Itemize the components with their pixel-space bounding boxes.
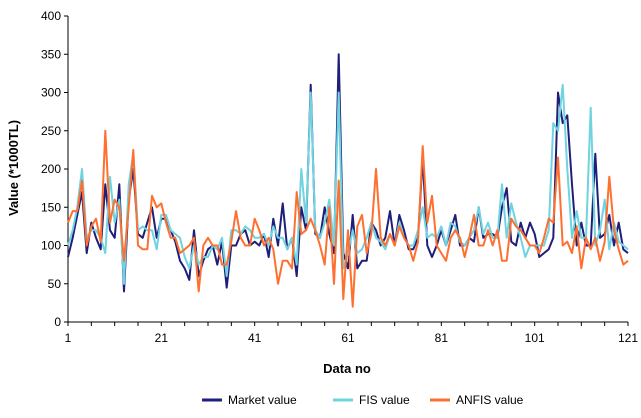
x-tick-label: 61 — [341, 331, 355, 345]
x-tick-label: 121 — [618, 331, 638, 345]
x-tick-label: 81 — [435, 331, 449, 345]
y-tick-label: 100 — [41, 239, 61, 253]
y-tick-label: 200 — [41, 162, 61, 176]
x-tick-label: 41 — [248, 331, 262, 345]
y-tick-label: 50 — [48, 277, 62, 291]
y-tick-label: 400 — [41, 9, 61, 23]
x-tick-label: 1 — [65, 331, 72, 345]
y-axis-title: Value (*1000TL) — [6, 120, 21, 216]
series-lines — [67, 53, 629, 308]
legend-label: ANFIS value — [456, 393, 524, 407]
y-tick-label: 350 — [41, 47, 61, 61]
legend: Market value FIS value ANFIS value — [202, 393, 524, 407]
x-tick-label: 21 — [155, 331, 169, 345]
y-tick-label: 250 — [41, 124, 61, 138]
y-tick-label: 150 — [41, 200, 61, 214]
y-tick-label: 300 — [41, 86, 61, 100]
x-axis-title: Data no — [323, 361, 371, 376]
x-tick-label: 101 — [525, 331, 545, 345]
series-line-anfis-value — [67, 129, 629, 308]
y-tick-label: 0 — [54, 315, 61, 329]
legend-label: FIS value — [359, 393, 410, 407]
legend-label: Market value — [228, 393, 297, 407]
